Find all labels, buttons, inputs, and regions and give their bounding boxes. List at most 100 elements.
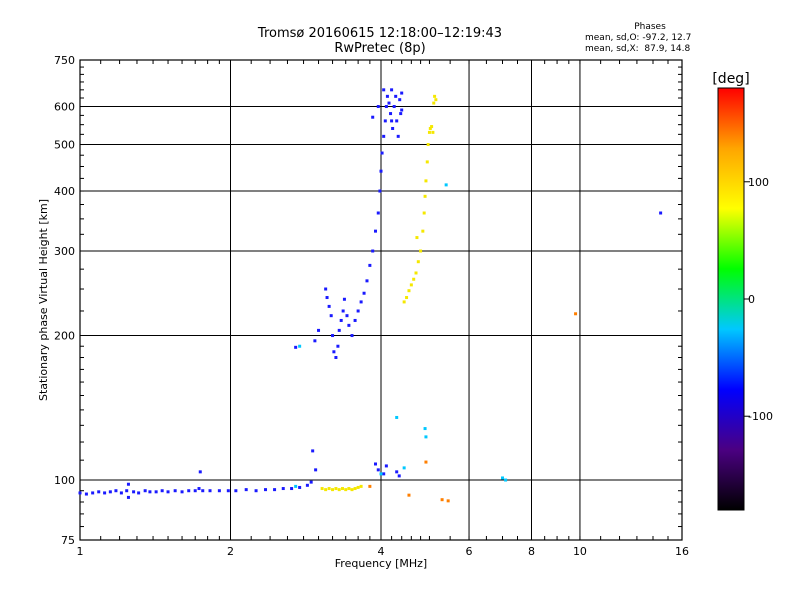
data-point — [344, 488, 348, 492]
y-tick-label: 300 — [54, 245, 75, 258]
data-point — [198, 470, 202, 474]
x-tick-label: 6 — [466, 545, 473, 558]
data-point — [399, 112, 403, 116]
data-point — [154, 490, 158, 494]
data-point — [421, 229, 425, 233]
data-point — [392, 105, 396, 109]
data-point — [314, 468, 318, 472]
data-point — [384, 464, 388, 468]
data-point — [356, 309, 360, 313]
data-point — [325, 296, 329, 300]
data-point — [397, 474, 401, 478]
data-point — [376, 468, 380, 472]
data-point — [132, 490, 136, 494]
data-point — [78, 491, 82, 495]
data-point — [353, 487, 357, 491]
y-axis-label: Stationary phase Virtual Height [km] — [37, 199, 50, 401]
data-point — [383, 119, 387, 123]
data-point — [407, 493, 411, 497]
y-tick-label: 400 — [54, 185, 75, 198]
data-point — [387, 101, 391, 105]
data-point — [329, 314, 333, 318]
data-point — [334, 355, 338, 359]
data-point — [412, 277, 416, 281]
data-point — [334, 487, 338, 491]
colorbar-ticks: 100 0 -100 — [744, 176, 773, 423]
data-point — [350, 488, 354, 492]
data-point — [419, 249, 423, 253]
data-point — [407, 289, 411, 293]
data-point — [294, 484, 298, 488]
data-point — [331, 488, 335, 492]
data-point — [342, 297, 346, 301]
phases-heading: Phases — [634, 22, 666, 32]
data-point — [126, 482, 130, 486]
colorbar — [717, 87, 745, 511]
data-point — [431, 130, 435, 134]
data-point — [108, 490, 112, 494]
data-point — [501, 476, 505, 480]
x-axis-label: Frequency [MHz] — [335, 557, 427, 570]
chart-title: Tromsø 20160615 12:18:00–12:19:43 RwPret… — [230, 26, 530, 56]
data-point — [378, 189, 382, 193]
data-point — [264, 488, 268, 492]
data-point — [327, 487, 331, 491]
data-point — [173, 489, 177, 493]
data-point — [201, 489, 205, 493]
data-point — [340, 487, 344, 491]
data-point — [440, 498, 444, 502]
data-point — [396, 134, 400, 138]
data-point — [125, 489, 129, 493]
data-point — [395, 415, 399, 419]
data-point — [384, 105, 388, 109]
data-point — [331, 334, 335, 338]
data-point — [317, 328, 321, 332]
data-point — [281, 487, 285, 491]
colorbar-tick-label: -100 — [748, 410, 773, 423]
data-point — [414, 271, 418, 275]
grid-lines — [80, 60, 682, 540]
data-point — [180, 490, 184, 494]
data-point — [103, 491, 107, 495]
data-point — [374, 462, 378, 466]
data-point — [430, 125, 434, 129]
data-point — [234, 489, 238, 493]
data-point — [382, 472, 386, 476]
y-tick-label: 75 — [61, 534, 75, 547]
data-point — [362, 291, 366, 295]
data-point — [424, 435, 428, 439]
colorbar-tick-label: 0 — [748, 293, 755, 306]
data-point — [197, 487, 201, 491]
data-point — [341, 309, 345, 313]
data-point — [337, 488, 341, 492]
y-tick-label: 750 — [54, 54, 75, 67]
data-point — [433, 94, 437, 98]
data-point — [424, 460, 428, 464]
data-point — [337, 328, 341, 332]
data-point — [350, 334, 354, 338]
data-point — [217, 489, 221, 493]
x-tick-label: 10 — [573, 545, 587, 558]
data-point — [353, 318, 357, 322]
data-point — [298, 344, 302, 348]
data-point — [365, 279, 369, 283]
data-point — [389, 112, 393, 116]
data-point — [434, 98, 438, 102]
data-point — [298, 485, 302, 489]
data-point — [368, 484, 372, 488]
data-point — [423, 427, 427, 431]
data-point — [336, 344, 340, 348]
data-point — [385, 94, 389, 98]
colorbar-label: [deg] — [712, 71, 749, 87]
data-point — [208, 489, 212, 493]
axis-ticks — [80, 60, 682, 540]
data-point — [324, 488, 328, 492]
data-point — [395, 119, 399, 123]
phases-stats: Phases mean, sd,O: -97.2, 12.7 mean, sd,… — [585, 22, 715, 55]
data-point — [187, 489, 191, 493]
data-point — [305, 483, 309, 487]
data-point — [391, 126, 395, 130]
data-point — [345, 314, 349, 318]
data-point — [313, 339, 317, 343]
